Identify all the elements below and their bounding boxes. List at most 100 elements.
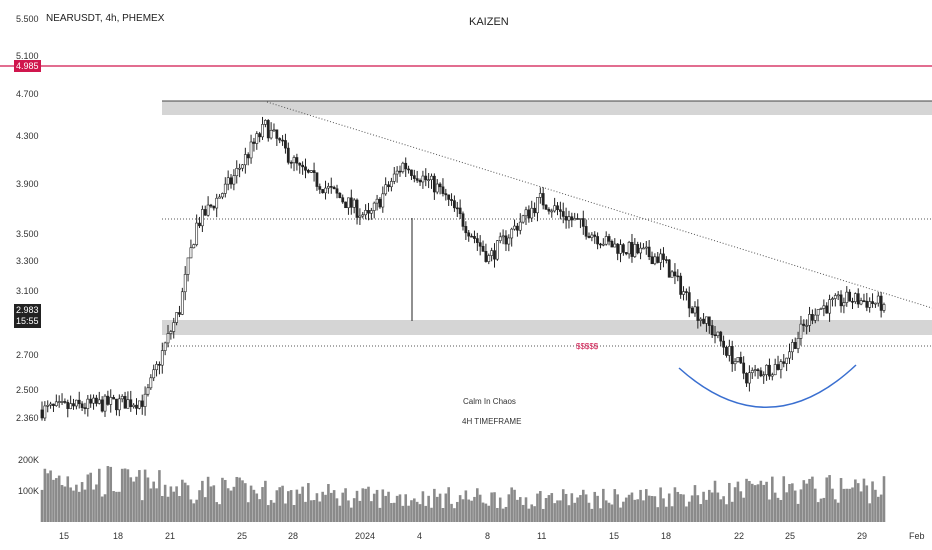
- candle-body: [209, 204, 213, 207]
- volume-bar: [793, 490, 797, 522]
- candle-body: [567, 216, 571, 221]
- volume-bar: [272, 502, 276, 522]
- candle-body: [235, 168, 239, 177]
- candle-body: [275, 129, 279, 139]
- candle-body: [822, 305, 826, 309]
- candle-body: [765, 364, 768, 375]
- volume-bar: [848, 488, 851, 522]
- volume-bar: [312, 500, 316, 522]
- volume-bar: [278, 487, 281, 522]
- volume-bar: [418, 504, 422, 522]
- volume-bar: [501, 508, 505, 522]
- candle-body: [630, 242, 634, 257]
- candle-body: [570, 216, 574, 221]
- candle-body: [719, 331, 723, 342]
- candle-body: [43, 405, 47, 419]
- volume-bar: [169, 486, 173, 522]
- candle-body: [773, 364, 777, 376]
- volume-bar: [524, 497, 528, 522]
- volume-bar: [656, 507, 660, 522]
- candle-body: [670, 271, 674, 278]
- candle-body: [544, 204, 548, 210]
- volume-bar: [705, 499, 708, 522]
- volume-bar: [567, 505, 571, 522]
- candle-body: [80, 403, 84, 408]
- candle-body: [100, 399, 104, 412]
- candle-body: [690, 307, 694, 314]
- candle-body: [865, 300, 869, 308]
- volume-bar: [765, 481, 768, 522]
- candle-body: [636, 244, 640, 254]
- candle-body: [375, 198, 379, 204]
- candle-body: [418, 180, 422, 183]
- candle-body: [143, 393, 147, 407]
- candle-body: [556, 205, 559, 211]
- volume-bar: [868, 503, 871, 522]
- candle-body: [444, 193, 448, 196]
- descending-trendline[interactable]: [266, 101, 932, 309]
- price-tick: 4.300: [16, 131, 39, 141]
- candle-body: [842, 302, 846, 307]
- volume-bar: [244, 483, 247, 522]
- candle-body: [332, 186, 336, 190]
- volume-bar: [189, 499, 193, 522]
- candle-body: [246, 154, 250, 159]
- candle-body: [811, 314, 814, 321]
- candle-body: [103, 395, 107, 412]
- candle-body: [518, 221, 522, 231]
- candle-body: [364, 210, 368, 216]
- candle-body: [579, 218, 582, 220]
- volume-bar: [719, 499, 723, 522]
- volume-bar: [229, 490, 233, 522]
- candle-body: [647, 246, 651, 258]
- volume-bar: [398, 494, 402, 522]
- volume-bar: [750, 483, 754, 522]
- candle-body: [198, 222, 201, 227]
- volume-bar: [100, 496, 104, 522]
- candle-body: [329, 186, 333, 188]
- candle-body: [52, 403, 55, 406]
- candle-body: [684, 291, 688, 293]
- volume-bar: [593, 491, 597, 522]
- volume-bar: [599, 508, 602, 522]
- candle-body: [347, 197, 350, 209]
- volume-bar: [473, 496, 476, 522]
- candle-body: [77, 399, 81, 405]
- candle-countdown: 15:55: [16, 316, 39, 326]
- volume-bar: [367, 486, 370, 522]
- volume-bar: [788, 483, 791, 522]
- volume-bar: [424, 505, 428, 522]
- current-price-tag: 2.983 15:55: [14, 304, 41, 328]
- candle-body: [86, 398, 90, 409]
- volume-bar: [859, 491, 863, 522]
- cup-curve[interactable]: [678, 364, 857, 408]
- candle-body: [392, 173, 396, 182]
- volume-bar: [352, 498, 356, 522]
- candle-body: [788, 351, 791, 359]
- support-zone: [162, 320, 932, 335]
- candle-body: [564, 216, 568, 221]
- volume-bar: [768, 499, 771, 522]
- candle-body: [816, 309, 820, 316]
- candle-body: [745, 372, 748, 384]
- volume-bar: [218, 504, 221, 522]
- time-tick: 15: [609, 531, 620, 541]
- volume-bar: [43, 468, 47, 522]
- candle-body: [874, 302, 877, 305]
- volume-bar: [410, 500, 413, 522]
- candle-body: [289, 162, 293, 164]
- candle-body: [530, 207, 534, 219]
- time-tick: 11: [537, 531, 547, 541]
- volume-bar: [596, 495, 599, 522]
- volume-bar: [862, 478, 866, 522]
- candle-body: [504, 235, 508, 245]
- time-tick: 25: [785, 531, 796, 541]
- volume-bar: [467, 499, 471, 522]
- volume-bar: [209, 486, 213, 522]
- volume-bar: [762, 484, 766, 522]
- candle-body: [576, 218, 579, 220]
- candle-body: [604, 236, 608, 245]
- volume-bar: [579, 495, 582, 522]
- candle-body: [206, 204, 210, 216]
